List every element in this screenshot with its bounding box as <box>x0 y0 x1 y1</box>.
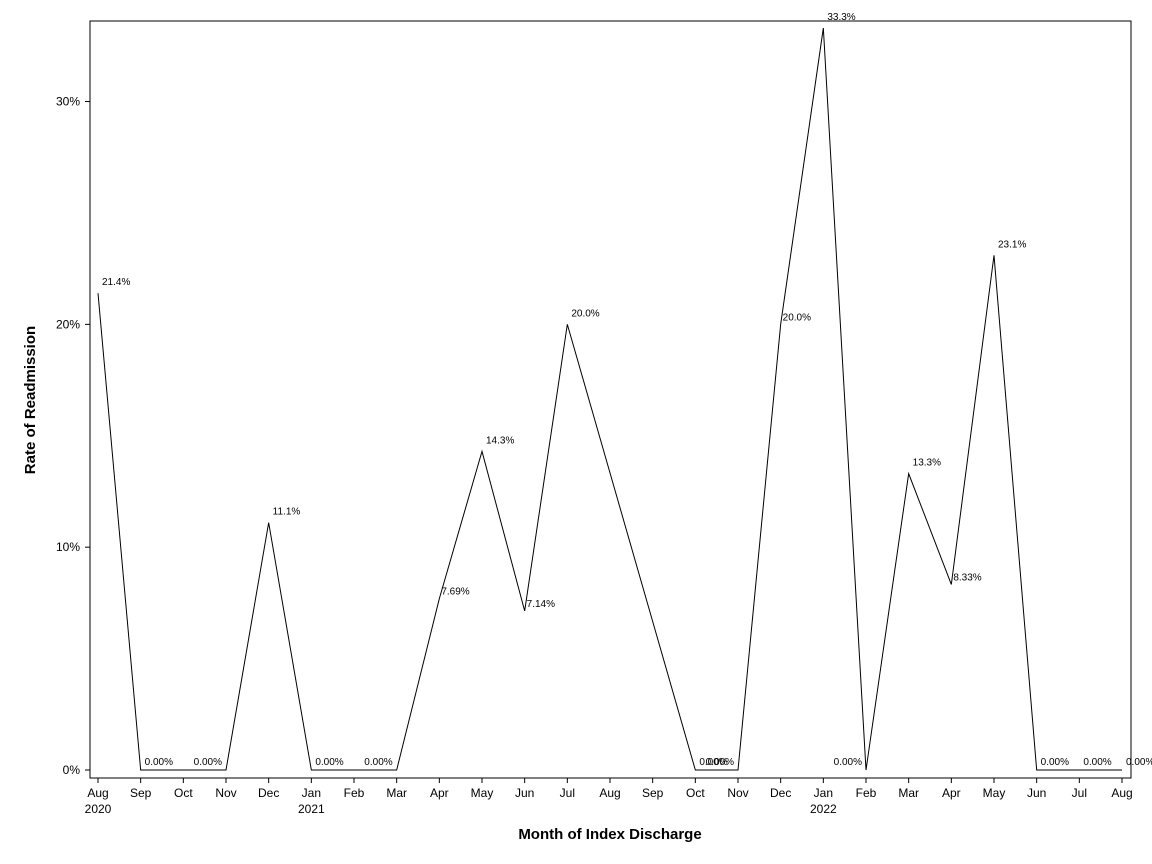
x-tick-label: May <box>983 786 1006 800</box>
x-tick-label: Jul <box>1072 786 1087 800</box>
data-label: 23.1% <box>998 239 1026 250</box>
x-tick-label: Jan <box>302 786 321 800</box>
x-year-label: 2021 <box>298 802 325 816</box>
data-label: 0.00% <box>1083 757 1111 768</box>
data-label: 11.1% <box>273 507 301 518</box>
y-tick-label: 30% <box>56 95 80 109</box>
x-tick-label: Nov <box>727 786 748 800</box>
data-label: 0.00% <box>1126 757 1152 768</box>
x-tick-label: Dec <box>770 786 791 800</box>
data-label: 8.33% <box>953 572 981 583</box>
data-label: 7.14% <box>527 599 555 610</box>
x-tick-label: Aug <box>1111 786 1132 800</box>
x-tick-label: Apr <box>430 786 449 800</box>
x-tick-label: Jul <box>560 786 575 800</box>
x-tick-label: Oct <box>686 786 705 800</box>
x-tick-label: Mar <box>386 786 407 800</box>
y-axis: 0% 10% 20% 30% <box>56 95 90 777</box>
x-tick-label: Sep <box>642 786 664 800</box>
data-label: 13.3% <box>913 458 941 469</box>
data-label: 7.69% <box>441 587 469 598</box>
y-tick-label: 10% <box>56 540 80 554</box>
x-tick-label: Aug <box>599 786 620 800</box>
data-label: 20.0% <box>571 308 599 319</box>
y-tick-label: 20% <box>56 317 80 331</box>
x-tick-label: Sep <box>130 786 152 800</box>
x-tick-label: Dec <box>258 786 279 800</box>
data-label: 20.0% <box>783 312 811 323</box>
data-label: 0.00% <box>364 757 392 768</box>
data-label: 21.4% <box>102 277 130 288</box>
y-axis-title: Rate of Readmission <box>22 326 39 474</box>
x-tick-label: Mar <box>898 786 919 800</box>
data-label: 33.3% <box>827 12 855 23</box>
x-axis-title: Month of Index Discharge <box>518 826 701 843</box>
x-tick-label: Feb <box>856 786 877 800</box>
series-line <box>97 27 1122 771</box>
x-tick-label: Nov <box>215 786 236 800</box>
x-year-label: 2020 <box>85 802 112 816</box>
data-label: 0.00% <box>315 757 343 768</box>
x-tick-label: Feb <box>344 786 365 800</box>
data-label: 0.00% <box>1041 757 1069 768</box>
x-tick-label: Oct <box>174 786 193 800</box>
x-tick-label: Apr <box>942 786 961 800</box>
data-label: 0.00% <box>834 757 862 768</box>
data-label: 14.3% <box>486 435 514 446</box>
x-tick-label: Aug <box>87 786 108 800</box>
data-labels: 21.4%0.00% 0.00%11.1%0.00% 0.00%7.69%14.3%… <box>102 12 1152 768</box>
x-tick-label: Jan <box>814 786 833 800</box>
x-tick-label: Jun <box>1027 786 1046 800</box>
x-tick-label: Jun <box>515 786 534 800</box>
x-axis: Aug Sep Oct Nov Dec Jan Feb Mar Apr May Jun Jul Aug S… <box>85 778 1133 816</box>
data-label: 0.00% <box>194 757 222 768</box>
y-tick-label: 0% <box>63 763 81 777</box>
data-label: 0.00% <box>145 757 173 768</box>
data-label: 0.00% <box>706 757 734 768</box>
x-year-label: 2022 <box>810 802 837 816</box>
x-tick-label: May <box>471 786 494 800</box>
data-label: 0.00% <box>699 757 727 768</box>
